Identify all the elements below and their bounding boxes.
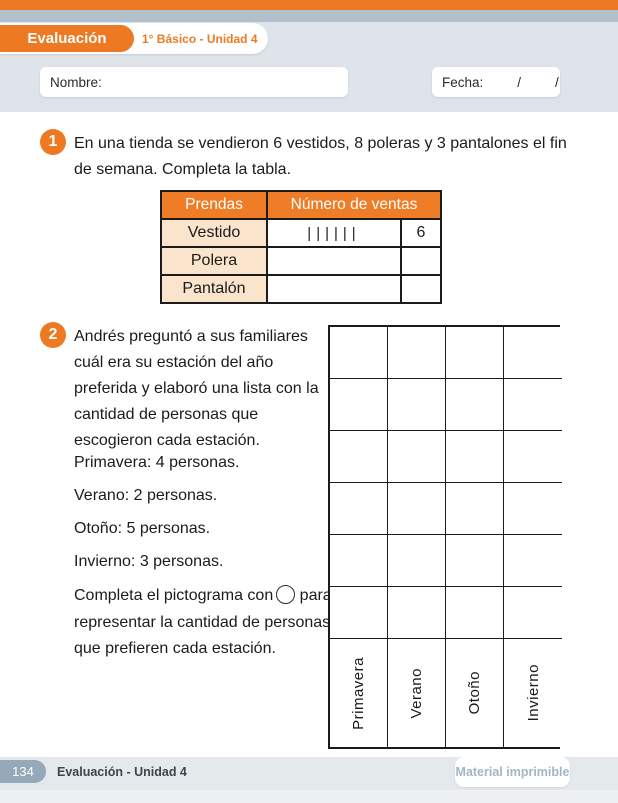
pictogram-cell bbox=[330, 379, 388, 431]
table-header-prendas: Prendas bbox=[160, 190, 268, 220]
pictogram-cell bbox=[446, 587, 504, 639]
pictogram-column-label: Verano bbox=[388, 639, 446, 747]
top-orange-band bbox=[0, 0, 618, 10]
pictogram-column-label: Invierno bbox=[504, 639, 562, 747]
tally-cell-polera bbox=[266, 246, 402, 276]
count-cell-vestido: 6 bbox=[400, 218, 442, 248]
list-item-verano: Verano: 2 personas. bbox=[74, 487, 218, 504]
list-item-invierno: Invierno: 3 personas. bbox=[74, 553, 224, 570]
evaluation-badge: Evaluación bbox=[0, 25, 134, 52]
pictogram-cell bbox=[504, 327, 562, 379]
pictogram-cell bbox=[330, 535, 388, 587]
pictogram-cell bbox=[504, 431, 562, 483]
date-slash-1: / bbox=[517, 74, 522, 90]
pictogram-instruction: Completa el pictograma con para represen… bbox=[74, 583, 332, 663]
unit-label: 1° Básico - Unidad 4 bbox=[142, 31, 258, 46]
pictogram-cell bbox=[388, 327, 446, 379]
season-label: Otoño bbox=[466, 671, 483, 715]
pictogram-cell bbox=[330, 587, 388, 639]
tally-cell-vestido: |||||| bbox=[266, 218, 402, 248]
table-header-row: Prendas Número de ventas bbox=[160, 190, 442, 220]
pictogram-column-label: Otoño bbox=[446, 639, 504, 747]
tally-cell-pantalon bbox=[266, 274, 402, 304]
date-label: Fecha: bbox=[442, 74, 484, 90]
page-number-badge: 134 bbox=[0, 760, 46, 783]
pictogram-cell bbox=[446, 483, 504, 535]
question-2-text: Andrés preguntó a sus familiares cuál er… bbox=[74, 328, 319, 449]
table-row: Polera bbox=[160, 246, 442, 276]
pictogram-cell bbox=[330, 431, 388, 483]
pictogram-cell bbox=[388, 379, 446, 431]
pictogram-cell bbox=[504, 483, 562, 535]
instruction-before: Completa el pictograma con bbox=[74, 587, 274, 604]
pictogram-cell bbox=[504, 535, 562, 587]
pictogram-cell bbox=[388, 587, 446, 639]
pictogram-cell bbox=[446, 431, 504, 483]
row-name-polera: Polera bbox=[160, 246, 268, 276]
pictogram-cell bbox=[446, 379, 504, 431]
sales-table: Prendas Número de ventas Vestido |||||| … bbox=[160, 190, 442, 304]
name-field: Nombre: bbox=[40, 67, 348, 97]
pictogram-cell bbox=[388, 535, 446, 587]
list-item-primavera: Primavera: 4 personas. bbox=[74, 454, 240, 471]
question-2-number: 2 bbox=[40, 322, 66, 348]
footer-bottom-strip bbox=[0, 790, 618, 803]
pictogram-cell bbox=[504, 587, 562, 639]
question-1-text: En una tienda se vendieron 6 vestidos, 8… bbox=[74, 135, 567, 178]
date-field: Fecha: / / bbox=[432, 67, 560, 97]
top-blue-band bbox=[0, 10, 618, 22]
table-row: Pantalón bbox=[160, 274, 442, 304]
pictogram-grid: Primavera Verano Otoño Invierno bbox=[328, 325, 562, 749]
pictogram-column-label: Primavera bbox=[330, 639, 388, 747]
pictogram-cell bbox=[388, 483, 446, 535]
count-cell-polera bbox=[400, 246, 442, 276]
pictogram-cell bbox=[330, 327, 388, 379]
question-1-number: 1 bbox=[40, 129, 66, 155]
season-list: Primavera: 4 personas. Verano: 2 persona… bbox=[74, 446, 332, 578]
material-imprimible-button[interactable]: Material imprimible bbox=[455, 757, 570, 787]
pictogram-cell bbox=[446, 327, 504, 379]
row-name-pantalon: Pantalón bbox=[160, 274, 268, 304]
row-name-vestido: Vestido bbox=[160, 218, 268, 248]
table-header-ventas: Número de ventas bbox=[266, 190, 442, 220]
table-row: Vestido |||||| 6 bbox=[160, 218, 442, 248]
count-cell-pantalon bbox=[400, 274, 442, 304]
footer-title: Evaluación - Unidad 4 bbox=[57, 765, 187, 779]
name-label: Nombre: bbox=[50, 74, 102, 90]
season-label: Primavera bbox=[350, 656, 367, 730]
date-slash-2: / bbox=[555, 74, 559, 90]
season-label: Verano bbox=[408, 667, 425, 719]
instruction-after: para representar la cantidad de personas… bbox=[74, 587, 332, 657]
season-label: Invierno bbox=[524, 664, 542, 722]
pictogram-cell bbox=[388, 431, 446, 483]
pictogram-cell bbox=[330, 483, 388, 535]
pictogram-cell bbox=[504, 379, 562, 431]
pictogram-cell bbox=[446, 535, 504, 587]
circle-icon bbox=[276, 585, 296, 604]
list-item-otono: Otoño: 5 personas. bbox=[74, 520, 211, 537]
